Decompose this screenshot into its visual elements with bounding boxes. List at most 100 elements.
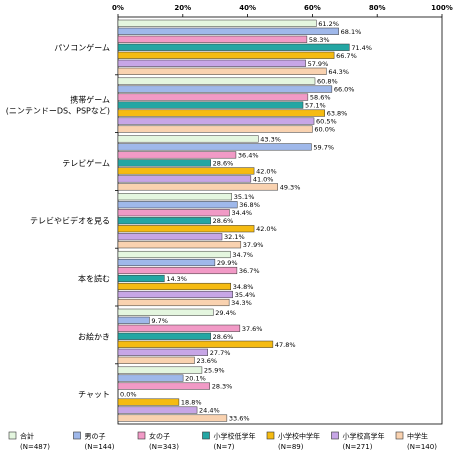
- category-label: 本を読む: [78, 274, 110, 284]
- bar[interactable]: [117, 175, 252, 183]
- bar[interactable]: [117, 125, 313, 133]
- bar[interactable]: [117, 348, 208, 356]
- bar[interactable]: [117, 151, 237, 159]
- bar[interactable]: [117, 340, 274, 348]
- data-label: 28.6%: [213, 217, 234, 225]
- data-label: 57.9%: [308, 60, 329, 68]
- bar[interactable]: [117, 406, 198, 414]
- legend-swatch: [8, 431, 17, 440]
- data-label: 0.0%: [120, 391, 137, 399]
- data-label: 42.0%: [256, 225, 277, 233]
- data-label: 24.4%: [199, 407, 220, 415]
- legend-label: 小学校高学年: [343, 432, 385, 441]
- data-label: 34.3%: [231, 299, 252, 307]
- data-label: 71.4%: [351, 44, 372, 52]
- bar[interactable]: [117, 201, 238, 209]
- legend-n-label: (N=144): [85, 443, 115, 451]
- bar[interactable]: [117, 167, 255, 175]
- data-label: 28.6%: [213, 159, 234, 167]
- legend-n-label: (N=271): [343, 443, 373, 451]
- data-label: 32.1%: [224, 233, 245, 241]
- data-label: 34.7%: [232, 251, 253, 259]
- data-label: 36.8%: [239, 201, 260, 209]
- bar[interactable]: [117, 117, 315, 125]
- bar[interactable]: [117, 241, 242, 249]
- category-label: チャット: [78, 390, 110, 399]
- bar[interactable]: [117, 250, 231, 259]
- data-label: 34.8%: [233, 283, 254, 291]
- bar[interactable]: [117, 382, 210, 390]
- bar[interactable]: [117, 51, 335, 59]
- bar[interactable]: [117, 233, 223, 241]
- category-label: 携帯ゲーム: [70, 95, 110, 105]
- data-label: 14.3%: [166, 275, 187, 283]
- bar[interactable]: [117, 217, 211, 225]
- data-label: 18.8%: [181, 399, 202, 407]
- category-label: パソコンゲーム: [54, 42, 110, 52]
- data-label: 63.8%: [327, 110, 348, 118]
- x-tick-label: 100%: [431, 4, 453, 12]
- legend-swatch: [73, 431, 81, 440]
- bar[interactable]: [117, 59, 306, 67]
- data-label: 68.1%: [341, 28, 362, 36]
- data-label: 29.9%: [217, 259, 238, 267]
- data-label: 36.7%: [239, 267, 260, 275]
- legend-n-label: (N=487): [20, 443, 50, 451]
- bar[interactable]: [117, 316, 150, 324]
- bar[interactable]: [117, 183, 278, 191]
- bar[interactable]: [117, 398, 180, 406]
- bar[interactable]: [117, 324, 241, 332]
- bar[interactable]: [117, 274, 165, 283]
- data-label: 61.2%: [318, 20, 339, 28]
- bar[interactable]: [117, 35, 308, 43]
- data-label: 58.3%: [309, 36, 330, 44]
- bar[interactable]: [117, 101, 304, 109]
- bar[interactable]: [117, 374, 184, 382]
- data-label: 42.0%: [256, 167, 277, 175]
- bar[interactable]: [117, 193, 232, 201]
- bar[interactable]: [117, 414, 228, 422]
- bar[interactable]: [117, 282, 232, 291]
- bar[interactable]: [117, 77, 316, 85]
- bar[interactable]: [117, 19, 317, 27]
- bar[interactable]: [117, 366, 203, 374]
- bar[interactable]: [117, 85, 333, 93]
- data-label: 23.6%: [196, 357, 217, 365]
- bar[interactable]: [117, 356, 195, 364]
- data-label: 60.0%: [314, 126, 335, 134]
- data-label: 34.4%: [231, 209, 252, 217]
- category-label: テレビゲーム: [62, 158, 110, 168]
- data-label: 27.7%: [210, 349, 231, 357]
- x-tick-label: 20%: [174, 4, 191, 12]
- bar[interactable]: [117, 266, 238, 275]
- legend-label: 小学校中学年: [278, 432, 320, 441]
- legend-n-label: (N=343): [149, 443, 179, 451]
- bar[interactable]: [117, 290, 233, 299]
- bar[interactable]: [117, 159, 211, 167]
- bar[interactable]: [117, 225, 255, 233]
- bar[interactable]: [117, 27, 339, 35]
- data-label: 37.6%: [242, 325, 263, 333]
- legend-label: 合計: [20, 432, 34, 441]
- bar[interactable]: [117, 109, 325, 117]
- data-label: 37.9%: [243, 241, 264, 249]
- data-label: 57.1%: [305, 102, 326, 110]
- bar[interactable]: [117, 298, 230, 307]
- x-tick-label: 60%: [304, 4, 321, 12]
- bar[interactable]: [117, 308, 214, 316]
- bar[interactable]: [117, 67, 327, 75]
- data-label: 36.4%: [238, 151, 259, 159]
- bar[interactable]: [117, 43, 350, 51]
- bar[interactable]: [117, 135, 259, 143]
- bar[interactable]: [117, 93, 309, 101]
- bar[interactable]: [117, 143, 312, 151]
- data-label: 47.8%: [275, 341, 296, 349]
- data-label: 33.6%: [229, 415, 250, 423]
- data-label: 35.1%: [234, 193, 255, 201]
- bar[interactable]: [117, 332, 211, 340]
- legend-label: 中学生: [407, 432, 428, 441]
- legend-label: 小学校低学年: [214, 432, 256, 441]
- bar[interactable]: [117, 258, 216, 267]
- legend-n-label: (N=7): [214, 443, 235, 451]
- bar[interactable]: [117, 209, 230, 217]
